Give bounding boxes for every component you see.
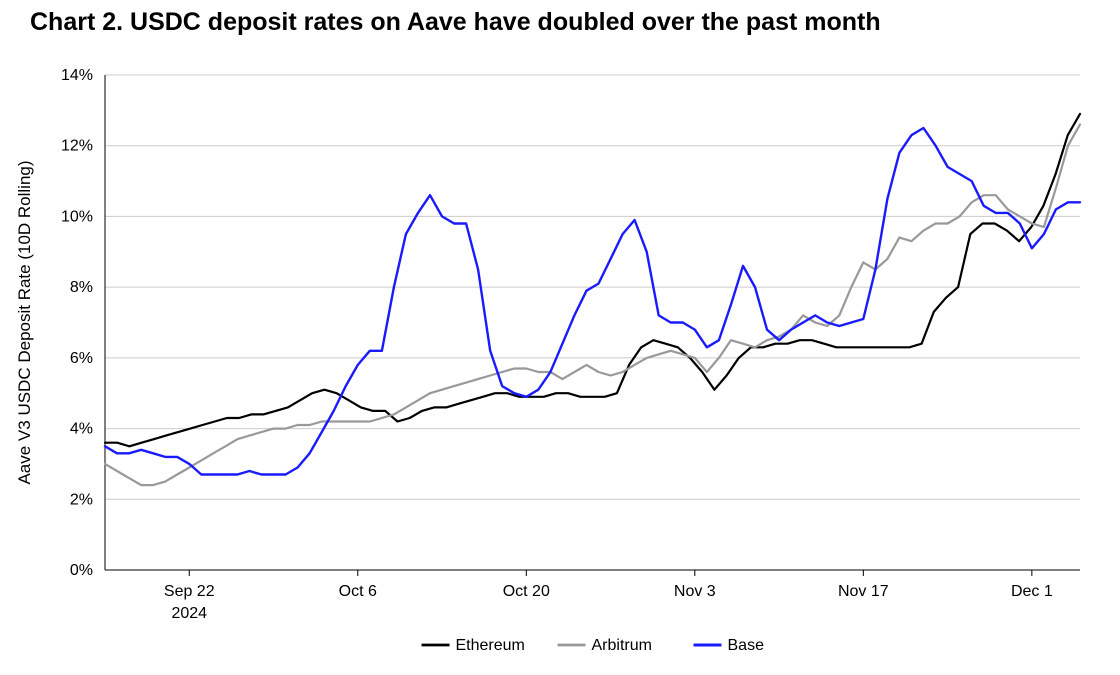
y-tick-label: 0% <box>70 562 93 579</box>
x-tick-label: Nov 17 <box>838 583 889 600</box>
y-tick-label: 4% <box>70 421 93 438</box>
chart-container: Chart 2. USDC deposit rates on Aave have… <box>0 0 1120 675</box>
series-line-arbitrum <box>105 125 1080 486</box>
legend-label-arbitrum: Arbitrum <box>592 637 652 654</box>
x-tick-label: Oct 20 <box>503 583 550 600</box>
chart-area: 0% 2% 4% 6% 8% 10% 12% 14% Sep 22 Oct 6 Oct 20 Nov … <box>0 55 1120 675</box>
y-tick-label: 6% <box>70 350 93 367</box>
y-tick-label: 10% <box>61 208 93 225</box>
x-tick-label: Dec 1 <box>1011 583 1053 600</box>
legend-label-base: Base <box>728 637 765 654</box>
y-tick-label: 2% <box>70 491 93 508</box>
series-line-ethereum <box>105 114 1080 446</box>
legend-label-ethereum: Ethereum <box>456 637 525 654</box>
y-tick-label: 12% <box>61 138 93 155</box>
series-line-base <box>105 128 1080 475</box>
y-axis-title: Aave V3 USDC Deposit Rate (10D Rolling) <box>15 160 34 484</box>
y-tick-label: 14% <box>61 67 93 84</box>
x-year-label: 2024 <box>171 605 207 622</box>
x-tick-label: Nov 3 <box>674 583 716 600</box>
y-tick-label: 8% <box>70 279 93 296</box>
chart-title: Chart 2. USDC deposit rates on Aave have… <box>30 8 881 37</box>
x-tick-label: Oct 6 <box>339 583 377 600</box>
x-tick-label: Sep 22 <box>164 583 215 600</box>
chart-svg: 0% 2% 4% 6% 8% 10% 12% 14% Sep 22 Oct 6 Oct 20 Nov … <box>0 55 1120 675</box>
